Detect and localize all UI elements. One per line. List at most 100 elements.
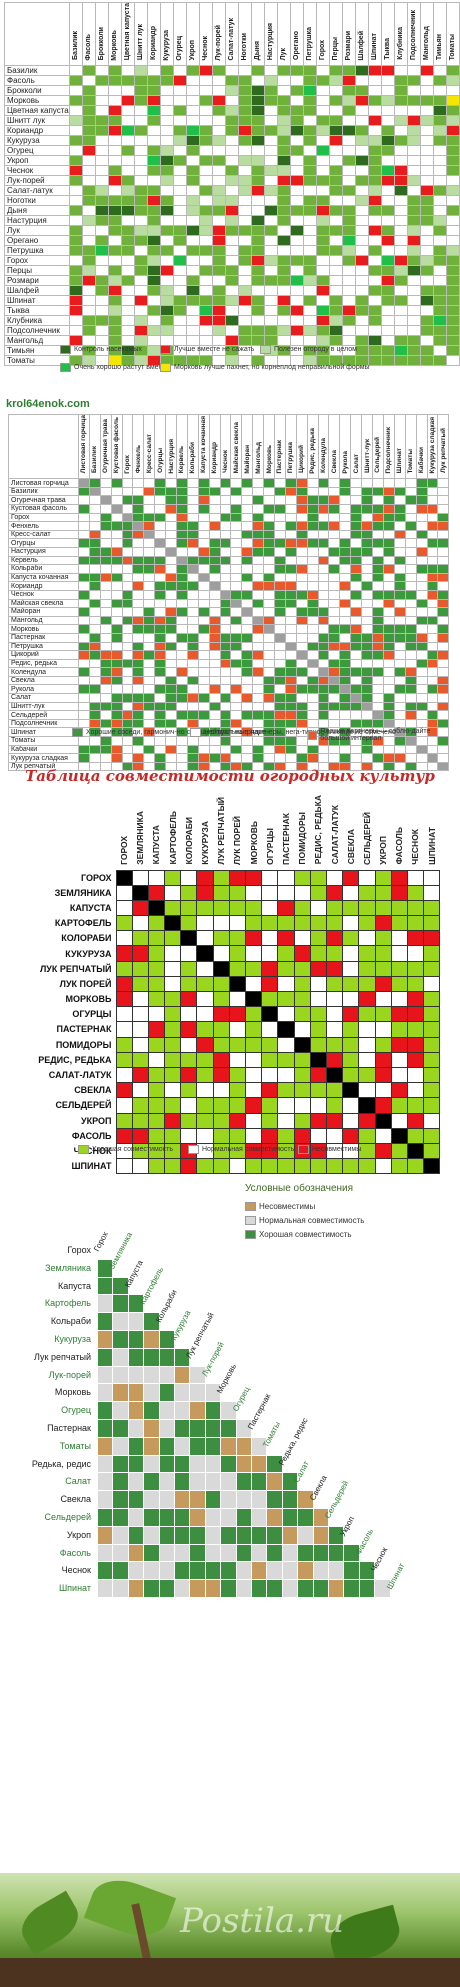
column-header: Орегано (289, 1, 304, 67)
grid-cell (445, 145, 460, 157)
grid-cell (354, 235, 369, 247)
grid-cell (143, 615, 156, 626)
site-label[interactable]: krol64enok.com (6, 398, 90, 410)
grid-cell (309, 1082, 327, 1099)
column-label: Майская свекла (232, 421, 240, 474)
grid-cell (110, 607, 123, 617)
grid-cell (325, 899, 344, 917)
grid-cell (341, 105, 356, 117)
grid-cell (219, 521, 232, 531)
grid-cell (445, 335, 460, 347)
grid-cell (341, 145, 356, 157)
grid-cell (415, 658, 428, 669)
grid-cell (94, 215, 109, 227)
grid-cell (437, 521, 450, 531)
grid-cell (261, 899, 279, 917)
grid-cell (432, 305, 447, 317)
grid-cell (339, 478, 352, 488)
grid-cell (380, 295, 395, 307)
grid-cell (186, 521, 199, 531)
grid-cell (358, 1158, 376, 1175)
grid-cell (197, 667, 210, 677)
grid-cell (309, 1006, 327, 1023)
grid-cell (342, 1158, 360, 1175)
column-header: Листовая горчица (78, 413, 90, 480)
grid-cell (250, 175, 265, 187)
grid-cell (263, 675, 276, 686)
grid-cell (361, 504, 374, 514)
grid-cell (289, 315, 304, 327)
grid-cell (328, 632, 341, 643)
grid-cell (143, 589, 156, 600)
grid-cell (164, 915, 182, 932)
diagonal-label: Кукуруза (169, 1308, 193, 1342)
grid-cell (367, 215, 382, 227)
grid-cell (367, 355, 382, 367)
grid-cell (315, 205, 330, 217)
grid-cell (406, 1142, 425, 1160)
grid-cell (241, 667, 254, 677)
grid-cell (267, 1455, 282, 1473)
grid-cell (374, 1036, 392, 1053)
grid-cell (309, 1021, 327, 1038)
legend-label: Хорошие соседи, гармонич-но сосуществуют… (86, 729, 266, 736)
grid-cell (315, 325, 330, 337)
column-header: Тыква (380, 1, 395, 67)
grid-cell (175, 1402, 190, 1419)
column-label: Кукуруза (163, 29, 171, 61)
grid-cell (219, 504, 232, 514)
grid-cell (339, 675, 352, 686)
grid-cell (128, 1491, 144, 1508)
grid-cell (147, 884, 166, 901)
grid-cell (361, 658, 374, 669)
grid-cell (339, 615, 352, 626)
grid-cell (165, 555, 178, 566)
grid-cell (284, 538, 297, 548)
grid-cell (263, 255, 278, 267)
grid-cell (133, 75, 148, 87)
row-label: ПАСТЕРНАК (56, 1024, 112, 1035)
grid-cell (419, 265, 434, 277)
grid-cell (372, 744, 384, 755)
grid-cell (78, 641, 90, 652)
grid-cell (143, 521, 156, 531)
grid-cell (78, 495, 90, 505)
grid-cell (224, 215, 239, 227)
grid-cell (159, 195, 174, 207)
row-label: Укроп (4, 155, 70, 167)
grid-cell (306, 581, 319, 591)
grid-cell (432, 275, 447, 287)
grid-cell (211, 115, 226, 127)
column-header: Лук (276, 1, 291, 67)
grid-cell (393, 615, 406, 626)
grid-cell (426, 598, 439, 609)
grid-cell (196, 960, 214, 977)
grid-cell (252, 1580, 267, 1597)
grid-cell (121, 650, 134, 660)
grid-cell (344, 1544, 359, 1562)
grid-cell (302, 205, 317, 217)
grid-cell (390, 1021, 408, 1038)
grid-cell (289, 165, 304, 177)
column-label: Укроп (189, 39, 197, 61)
grid-cell (172, 315, 187, 327)
column-header: Ноготки (237, 1, 252, 67)
grid-cell (115, 960, 133, 977)
grid-cell (295, 753, 308, 763)
grid-cell (339, 607, 352, 617)
grid-cell (252, 495, 265, 505)
grid-cell (88, 572, 101, 583)
grid-cell (146, 125, 161, 137)
grid-cell (261, 1127, 279, 1144)
grid-cell (339, 753, 352, 763)
grid-cell (241, 710, 254, 720)
grid-cell (198, 295, 213, 307)
grid-cell (120, 95, 135, 107)
grid-cell (115, 975, 133, 993)
grid-cell (390, 884, 408, 901)
grid-cell (317, 598, 330, 609)
column-header: ПОМИДОРЫ (294, 790, 310, 870)
grid-cell (372, 675, 384, 686)
grid-cell (315, 125, 330, 137)
grid-cell (293, 869, 311, 886)
